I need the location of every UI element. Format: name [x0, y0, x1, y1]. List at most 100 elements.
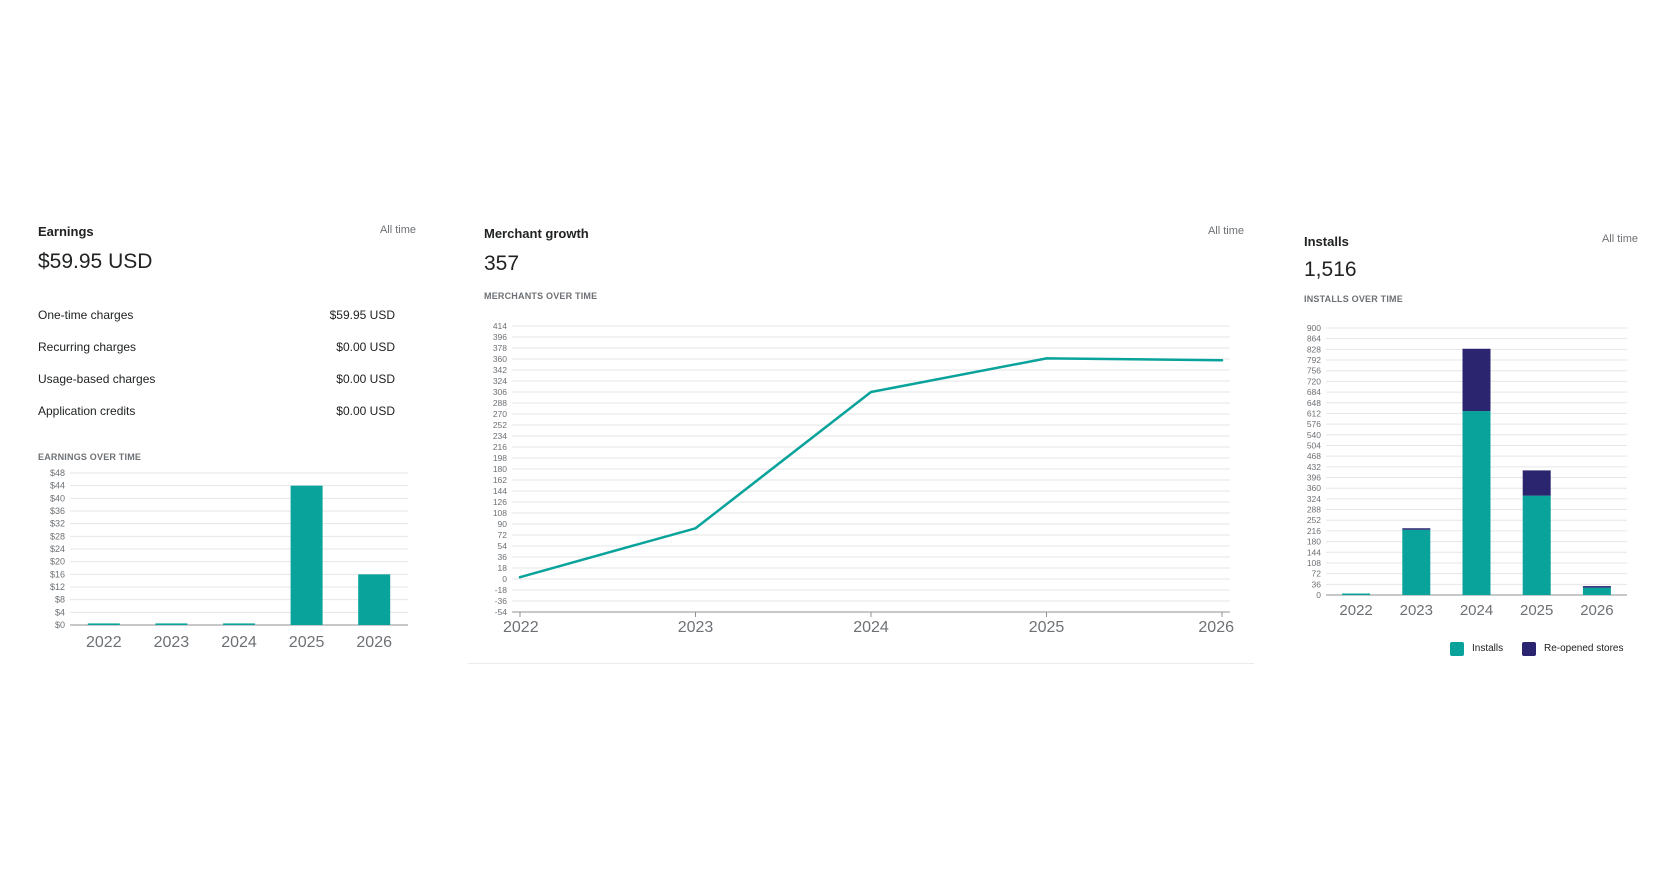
installs-bar-segment — [1582, 587, 1611, 595]
y-tick-label: 72 — [1312, 569, 1322, 579]
y-tick-label: $32 — [50, 519, 65, 529]
x-tick-label: 2026 — [1198, 619, 1234, 636]
y-tick-label: 54 — [498, 541, 508, 551]
legend-label-installs: Installs — [1472, 643, 1504, 654]
x-tick-label: 2022 — [503, 619, 539, 636]
x-tick-label: 2025 — [1029, 619, 1065, 636]
reopened-bar-segment — [1582, 586, 1611, 588]
y-tick-label: 792 — [1307, 355, 1321, 365]
installs-range[interactable]: All time — [1601, 233, 1638, 245]
y-tick-label: 90 — [498, 519, 508, 529]
merchants-title: Merchant growth — [484, 226, 589, 241]
y-tick-label: 36 — [498, 552, 508, 562]
y-tick-label: $0 — [55, 620, 65, 630]
y-tick-label: 0 — [502, 574, 507, 584]
y-tick-label: 162 — [493, 475, 507, 485]
y-tick-label: 378 — [493, 343, 507, 353]
y-tick-label: 324 — [493, 376, 507, 386]
x-tick-label: 2023 — [1400, 602, 1433, 619]
y-tick-label: 306 — [493, 387, 507, 397]
y-tick-label: 108 — [493, 508, 507, 518]
earnings-row-value: $0.00 USD — [336, 372, 395, 386]
installs-total: 1,516 — [1304, 258, 1357, 281]
merchants-point — [518, 575, 522, 579]
y-tick-label: 468 — [1307, 451, 1321, 461]
y-tick-label: 684 — [1307, 387, 1321, 397]
y-tick-label: 720 — [1307, 376, 1321, 386]
y-tick-label: $36 — [50, 506, 65, 516]
y-tick-label: 216 — [1307, 526, 1321, 536]
earnings-row-value: $0.00 USD — [336, 340, 395, 354]
y-tick-label: $28 — [50, 531, 65, 541]
merchants-range[interactable]: All time — [1207, 225, 1244, 237]
x-tick-label: 2025 — [1520, 602, 1553, 619]
earnings-row: One-time charges $59.95 USD — [38, 308, 395, 326]
merchants-point — [1220, 359, 1224, 362]
reopened-bar-segment — [1522, 470, 1551, 496]
merchants-point — [694, 527, 697, 530]
installs-bar-segment — [1342, 593, 1371, 596]
y-tick-label: 414 — [493, 321, 507, 331]
y-tick-label: $20 — [50, 557, 65, 567]
x-tick-label: 2022 — [1339, 602, 1372, 619]
x-tick-label: 2024 — [1460, 602, 1493, 619]
x-tick-label: 2024 — [221, 634, 257, 651]
y-tick-label: 756 — [1307, 366, 1321, 376]
legend-label-reopened: Re-opened stores — [1544, 643, 1624, 654]
y-tick-label: 126 — [493, 497, 507, 507]
earnings-total: $59.95 USD — [38, 250, 153, 273]
y-tick-label: 288 — [1307, 505, 1321, 515]
earnings-row: Recurring charges $0.00 USD — [38, 340, 395, 358]
y-tick-label: 18 — [498, 563, 508, 573]
merchants-chart-label: MERCHANTS OVER TIME — [484, 291, 598, 301]
y-tick-label: 432 — [1307, 462, 1321, 472]
x-tick-label: 2023 — [154, 634, 190, 651]
y-tick-label: 900 — [1307, 323, 1321, 333]
y-tick-label: 198 — [493, 453, 507, 463]
earnings-range[interactable]: All time — [379, 224, 416, 236]
merchant-card-divider — [468, 663, 1254, 664]
reopened-bar-segment — [1402, 528, 1431, 530]
x-tick-label: 2024 — [853, 619, 889, 636]
y-tick-label: 252 — [1307, 515, 1321, 525]
y-tick-label: $24 — [50, 544, 65, 554]
y-tick-label: -18 — [495, 585, 508, 595]
y-tick-label: $48 — [50, 468, 65, 478]
y-tick-label: 0 — [1316, 590, 1321, 600]
merchants-total: 357 — [484, 252, 520, 275]
earnings-row: Usage-based charges $0.00 USD — [38, 372, 395, 390]
y-tick-label: 36 — [1312, 579, 1322, 589]
y-tick-label: $8 — [55, 595, 65, 605]
y-tick-label: -54 — [495, 607, 508, 617]
installs-card: Installs All time 1,516 INSTALLS OVER TI… — [1304, 233, 1638, 653]
y-tick-label: 216 — [493, 442, 507, 452]
x-tick-label: 2025 — [289, 634, 325, 651]
y-tick-label: 180 — [493, 464, 507, 474]
earnings-bar — [87, 623, 120, 625]
y-tick-label: $16 — [50, 569, 65, 579]
y-tick-label: 360 — [1307, 483, 1321, 493]
y-tick-label: 144 — [1307, 547, 1321, 557]
y-tick-label: 288 — [493, 398, 507, 408]
y-tick-label: 234 — [493, 431, 507, 441]
y-tick-label: 324 — [1307, 494, 1321, 504]
y-tick-label: 360 — [493, 354, 507, 364]
x-tick-label: 2022 — [86, 634, 122, 651]
installs-bar-segment — [1522, 495, 1551, 595]
earnings-chart-label: EARNINGS OVER TIME — [38, 452, 142, 462]
merchant-growth-card: Merchant growth All time 357 MERCHANTS O… — [484, 225, 1244, 625]
y-tick-label: $4 — [55, 607, 65, 617]
y-tick-label: 648 — [1307, 398, 1321, 408]
y-tick-label: 72 — [498, 530, 508, 540]
reopened-bar-segment — [1462, 348, 1491, 412]
y-tick-label: 144 — [493, 486, 507, 496]
y-tick-label: 108 — [1307, 558, 1321, 568]
earnings-row-value: $59.95 USD — [329, 308, 395, 322]
earnings-row-label: One-time charges — [38, 308, 134, 322]
reopened-swatch-icon — [1522, 642, 1536, 656]
earnings-bar — [358, 574, 391, 625]
y-tick-label: $12 — [50, 582, 65, 592]
y-tick-label: 252 — [493, 420, 507, 430]
x-tick-label: 2023 — [678, 619, 714, 636]
